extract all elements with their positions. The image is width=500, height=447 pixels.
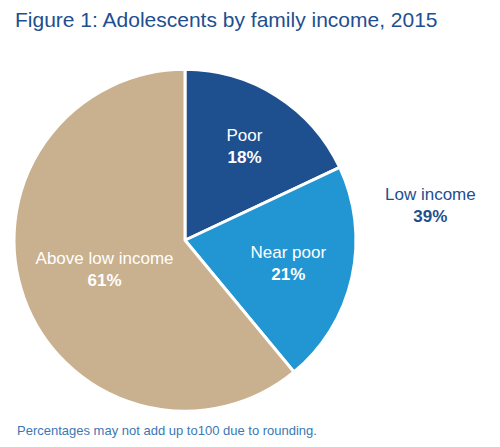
svg-text:Poor18%: Poor18%	[227, 126, 263, 167]
svg-text:Low income39%: Low income39%	[385, 185, 476, 226]
svg-text:Percentages may not add up to1: Percentages may not add up to100 due to …	[17, 423, 317, 438]
svg-text:Near poor21%: Near poor21%	[250, 243, 326, 284]
svg-text:Figure 1: Adolescents by famil: Figure 1: Adolescents by family income, …	[15, 8, 438, 31]
svg-text:Above low income61%: Above low income61%	[36, 249, 174, 290]
